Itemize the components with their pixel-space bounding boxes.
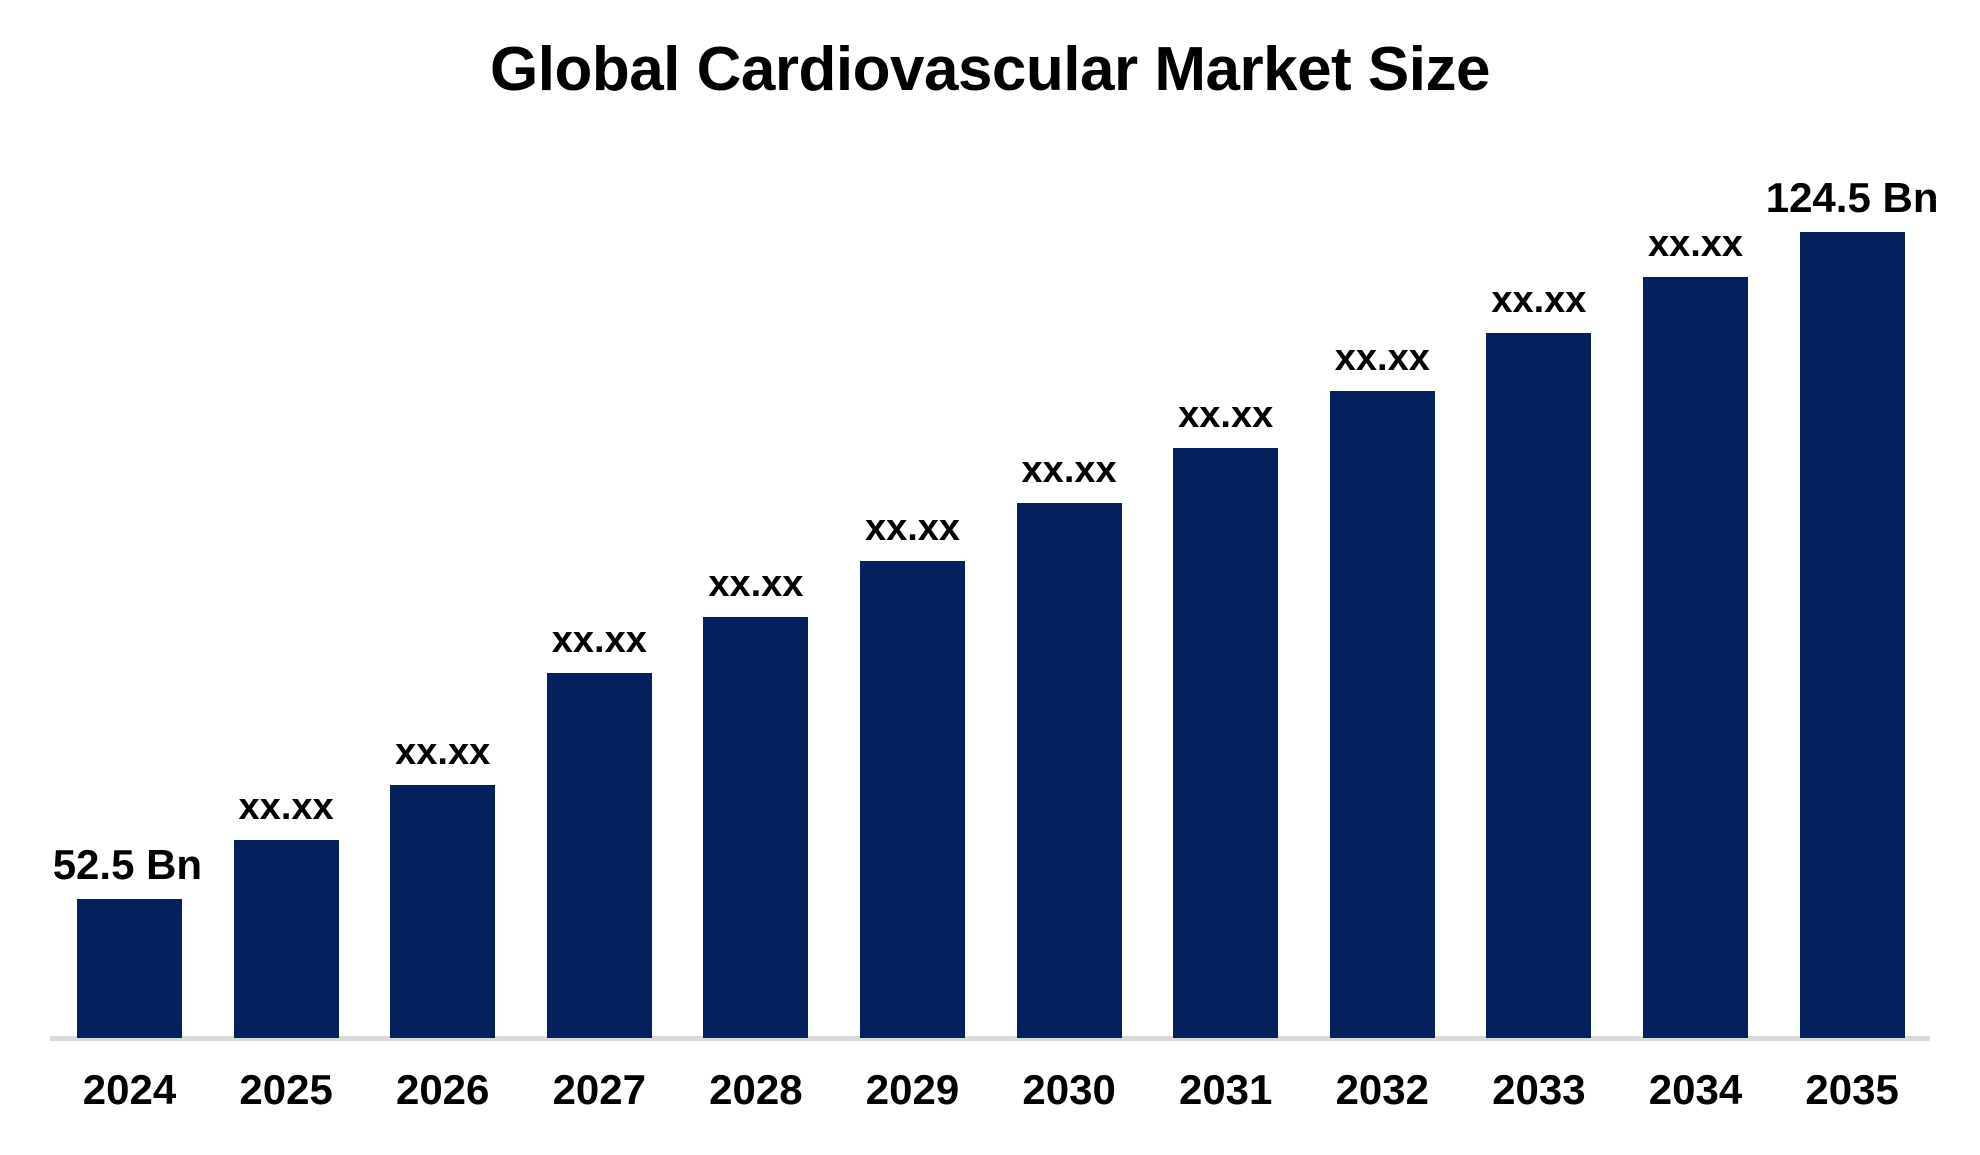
- x-axis-line: [50, 1036, 1930, 1041]
- bar-group: xx.xx 2026: [390, 0, 496, 1155]
- bar[interactable]: [703, 617, 809, 1038]
- bar[interactable]: [233, 840, 339, 1038]
- bar[interactable]: [1799, 232, 1905, 1038]
- bar[interactable]: [546, 673, 652, 1038]
- bar-group: xx.xx 2033: [1486, 0, 1592, 1155]
- x-axis-tick-label: 2026: [395, 1066, 490, 1113]
- x-axis-tick-label: 2030: [1022, 1066, 1116, 1113]
- x-axis-tick-label: 2031: [1178, 1066, 1273, 1113]
- bar-group: xx.xx 2025: [233, 0, 339, 1155]
- x-axis-tick-label: 2032: [1335, 1066, 1430, 1113]
- bar[interactable]: [1329, 391, 1435, 1038]
- bar-value-label: xx.xx: [1021, 449, 1117, 491]
- x-axis-tick-label: 2029: [865, 1066, 960, 1113]
- bar[interactable]: [1016, 503, 1122, 1038]
- bar-value-label: xx.xx: [238, 786, 334, 828]
- x-axis-tick-label: 2035: [1805, 1066, 1899, 1113]
- bar[interactable]: [860, 561, 965, 1038]
- x-axis-tick-label: 2024: [82, 1066, 177, 1113]
- bar-value-label: 52.5 Bn: [52, 841, 203, 888]
- bar[interactable]: [1486, 333, 1592, 1038]
- bar[interactable]: [1173, 448, 1279, 1038]
- bar-group: xx.xx 2030: [1016, 0, 1122, 1155]
- bar-group: xx.xx 2029: [860, 0, 965, 1155]
- bar-value-label: xx.xx: [1647, 223, 1744, 265]
- x-axis-tick-label: 2028: [709, 1066, 803, 1113]
- x-axis-tick-label: 2025: [239, 1066, 333, 1113]
- bar-group: xx.xx 2031: [1173, 0, 1279, 1155]
- bar-group: xx.xx 2027: [546, 0, 652, 1155]
- bar-group: xx.xx 2032: [1329, 0, 1435, 1155]
- x-axis-tick-label: 2033: [1492, 1066, 1586, 1113]
- bar-value-label: xx.xx: [864, 507, 961, 549]
- bar-group: 52.5 Bn 2024: [53, 0, 202, 1155]
- bar[interactable]: [390, 785, 496, 1038]
- x-axis-tick-label: 2034: [1648, 1066, 1743, 1113]
- bar-value-label: xx.xx: [395, 731, 491, 773]
- bar-value-label: xx.xx: [1491, 279, 1587, 321]
- bar-group: xx.xx 2034: [1643, 0, 1748, 1155]
- x-axis-tick-label: 2027: [552, 1066, 647, 1113]
- bar[interactable]: [1643, 277, 1748, 1038]
- bar-value-label: xx.xx: [551, 619, 647, 661]
- bar-value-label: 124.5 Bn: [1765, 174, 1939, 221]
- bar[interactable]: [77, 899, 182, 1038]
- bar-group: 124.5 Bn 2035: [1766, 0, 1939, 1155]
- bar-value-label: xx.xx: [708, 563, 804, 605]
- bar-value-label: xx.xx: [1334, 337, 1430, 379]
- chart-title: Global Cardiovascular Market Size: [490, 35, 1491, 104]
- bar-group: xx.xx 2028: [703, 0, 809, 1155]
- bar-value-label: xx.xx: [1178, 394, 1274, 436]
